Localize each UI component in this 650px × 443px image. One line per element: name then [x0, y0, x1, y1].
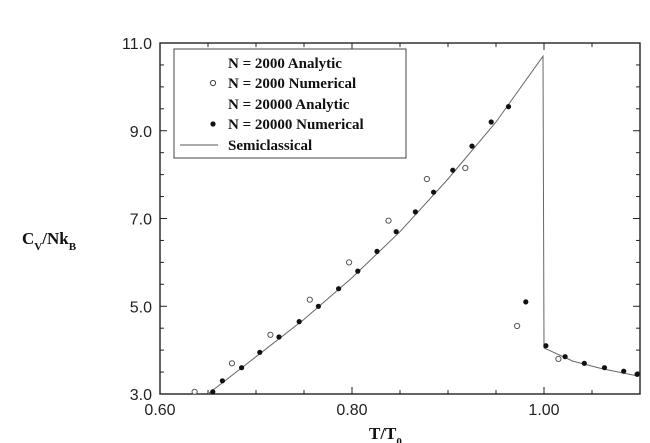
legend-label-3: N = 20000 Numerical: [228, 117, 364, 133]
y-axis-label: CV/NkB: [22, 229, 77, 253]
data-point: [385, 217, 392, 224]
y-tick-label: 11.0: [122, 36, 152, 53]
data-point: [239, 365, 245, 371]
series-points: [191, 104, 640, 395]
legend-marker-1: [209, 79, 217, 87]
data-point: [306, 296, 313, 303]
data-point: [336, 286, 342, 292]
data-point: [514, 322, 521, 330]
data-point: [267, 331, 274, 338]
data-point: [601, 365, 608, 371]
data-point: [581, 360, 587, 366]
data-point: [555, 355, 562, 362]
data-point: [228, 360, 236, 367]
legend-label-1: N = 2000 Numerical: [228, 76, 356, 92]
x-axis-label: T/T0: [369, 424, 402, 443]
data-point: [374, 248, 380, 254]
legend-box: [173, 48, 407, 159]
data-point: [355, 268, 361, 274]
data-point: [393, 229, 399, 235]
series-line-semiclassical: [207, 54, 641, 395]
data-point: [219, 378, 225, 384]
tick-labels: 0.60 0.80 1.00 3.0 5.0 7.0 9.0 11.0: [122, 36, 560, 419]
y-tick-label: 9.0: [130, 124, 152, 141]
legend: N = 2000 Analytic N = 2000 Numerical N =…: [173, 48, 407, 159]
series-lines: [207, 54, 641, 395]
x-tick-label: 0.80: [336, 402, 367, 419]
data-point: [423, 175, 430, 183]
data-point: [505, 104, 512, 110]
data-point: [346, 259, 353, 266]
legend-label-4: Semiclassical: [228, 138, 312, 154]
data-point: [257, 349, 263, 355]
data-point: [462, 164, 469, 172]
data-point: [296, 319, 302, 325]
data-point: [488, 119, 494, 125]
data-point: [412, 209, 418, 215]
data-point: [450, 167, 456, 173]
data-point: [634, 371, 640, 377]
data-point: [523, 299, 529, 305]
y-tick-label: 7.0: [130, 212, 152, 229]
legend-label-2: N = 20000 Analytic: [228, 97, 350, 113]
y-tick-label: 5.0: [130, 299, 152, 316]
data-point: [562, 354, 568, 360]
legend-label-0: N = 2000 Analytic: [228, 56, 342, 72]
data-point: [543, 343, 549, 349]
data-point: [191, 388, 198, 395]
data-point: [210, 389, 216, 395]
x-tick-label: 0.60: [144, 402, 175, 419]
x-tick-label: 1.00: [528, 402, 559, 419]
data-point: [276, 334, 282, 340]
legend-marker-3: [210, 121, 216, 127]
data-point: [315, 303, 321, 309]
data-point: [621, 368, 627, 374]
data-point: [431, 189, 437, 195]
data-point: [469, 143, 475, 149]
y-tick-label: 3.0: [130, 387, 152, 404]
